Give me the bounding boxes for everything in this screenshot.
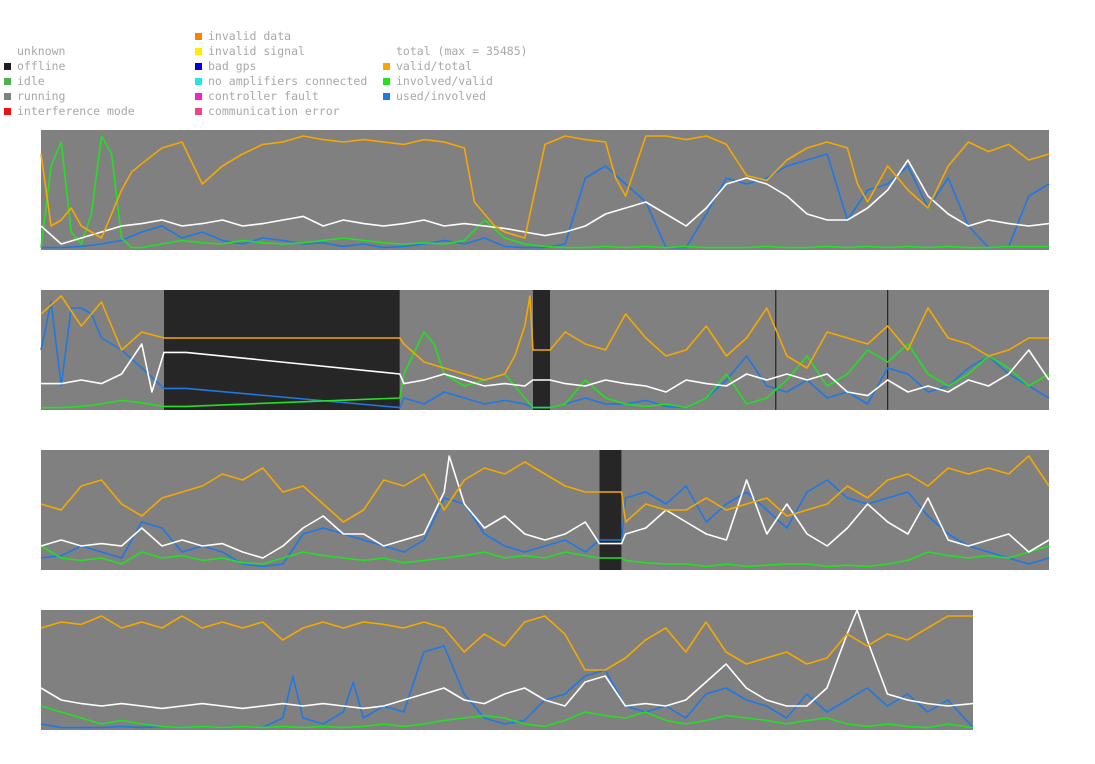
swatch-icon: [383, 78, 390, 85]
swatch-icon: [383, 93, 390, 100]
legend-item-invalid-data: invalid data: [195, 29, 291, 44]
legend-item-bad-gps: bad gps: [195, 59, 256, 74]
legend-label: offline: [17, 59, 66, 73]
legend-label: no amplifiers connected: [208, 74, 368, 88]
valid-total-line: [40, 295, 1049, 381]
swatch-icon: [195, 78, 202, 85]
legend-item-unknown: unknown: [4, 44, 65, 59]
legend-label: total (max = 35485): [396, 44, 528, 58]
involved-valid-line: [40, 545, 1050, 568]
chart-panel-2: [40, 290, 1050, 410]
swatch-icon: [195, 33, 202, 40]
status-segment-running: [399, 290, 533, 410]
legend-label: unknown: [17, 44, 66, 58]
legend-item-no-amplifiers-connected: no amplifiers connected: [195, 74, 367, 89]
status-segment-running: [621, 450, 1049, 570]
total-line: [41, 343, 1050, 397]
total-line: [40, 455, 1050, 559]
legend-item-offline: offline: [4, 59, 65, 74]
legend-label: controller fault: [208, 89, 319, 103]
legend-label: involved/valid: [396, 74, 493, 88]
status-segment-offline: [599, 450, 622, 570]
swatch-icon: [195, 48, 202, 55]
legend-label: invalid data: [208, 29, 292, 43]
status-segment-running: [550, 290, 1049, 410]
legend-item-used-involved: used/involved: [383, 89, 486, 104]
involved-valid-line: [40, 135, 1049, 249]
valid-total-line: [40, 615, 973, 671]
swatch-icon: [4, 93, 11, 100]
legend-item-interference-mode: interference mode: [4, 104, 135, 119]
legend-item-involved-valid: involved/valid: [383, 74, 493, 89]
legend-item-total-max-35485: total (max = 35485): [383, 44, 528, 59]
legend: unknown offline idle running interference mo…: [0, 0, 1095, 125]
legend-label: running: [17, 89, 66, 103]
swatch-icon: [195, 63, 202, 70]
legend-item-idle: idle: [4, 74, 45, 89]
legend-label: bad gps: [208, 59, 257, 73]
legend-item-controller-fault: controller fault: [195, 89, 319, 104]
legend-label: invalid signal: [208, 44, 305, 58]
legend-label: interference mode: [17, 104, 135, 118]
involved-valid-line: [40, 705, 974, 729]
legend-item-valid-total: valid/total: [383, 59, 472, 74]
status-segment-running: [41, 130, 1049, 250]
swatch-icon: [195, 93, 202, 100]
swatch-icon: [4, 78, 11, 85]
chart-panel-1: [40, 130, 1050, 250]
valid-total-line: [40, 455, 1050, 523]
legend-item-running: running: [4, 89, 65, 104]
legend-item-invalid-signal: invalid signal: [195, 44, 305, 59]
status-segment-offline: [164, 290, 400, 410]
swatch-icon: [383, 63, 390, 70]
chart-panel-4: [40, 609, 974, 730]
legend-label: idle: [17, 74, 45, 88]
total-line: [40, 609, 974, 710]
swatch-icon: [4, 108, 11, 115]
status-segment-running: [41, 450, 600, 570]
status-segment-running: [41, 610, 973, 730]
status-segment-running: [41, 290, 164, 410]
valid-total-line: [40, 135, 1050, 239]
total-line: [40, 159, 1050, 245]
used-involved-line: [41, 153, 1050, 249]
swatch-icon: [195, 108, 202, 115]
legend-label: used/involved: [396, 89, 487, 103]
used-involved-line: [40, 479, 1050, 568]
swatch-icon: [4, 63, 11, 70]
legend-label: communication error: [208, 104, 340, 118]
chart-panel-3: [40, 450, 1050, 570]
legend-label: valid/total: [396, 59, 473, 73]
legend-item-communication-error: communication error: [195, 104, 340, 119]
